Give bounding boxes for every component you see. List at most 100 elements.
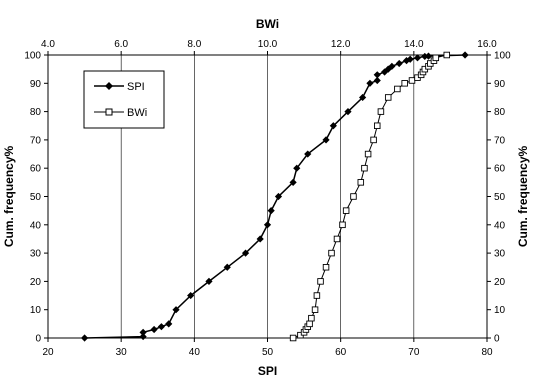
point-spi: [289, 178, 297, 186]
point-bwi: [394, 85, 401, 93]
x-tick-label: 20: [42, 347, 54, 358]
point-bwi: [317, 278, 324, 285]
point-spi: [205, 277, 213, 285]
point-spi: [150, 325, 158, 334]
x-tick-label: 30: [116, 347, 128, 358]
point-spi: [344, 108, 352, 116]
legend-spi-label: SPI: [127, 81, 145, 93]
y2-tick-label: 70: [494, 135, 506, 146]
y-tick-label: 30: [30, 249, 42, 260]
x2-tick-label: 8.0: [187, 39, 201, 50]
y-tick-label: 80: [30, 107, 42, 118]
point-bwi: [333, 235, 341, 243]
point-spi: [267, 207, 275, 215]
y2-tick-label: 10: [494, 305, 506, 316]
y2-tick-label: 0: [494, 334, 500, 345]
point-spi: [263, 221, 272, 229]
y2-tick-label: 80: [494, 107, 506, 118]
point-bwi: [289, 334, 297, 342]
y-tick-label: 10: [30, 305, 42, 316]
point-bwi: [350, 193, 357, 200]
point-bwi: [432, 54, 440, 62]
x2-tick-label: 4.0: [41, 39, 55, 50]
y2-tick-label: 60: [494, 164, 506, 175]
y-tick-label: 50: [30, 192, 42, 203]
point-bwi: [364, 150, 372, 158]
x2-tick-label: 16.0: [477, 39, 497, 50]
legend-spi-marker: [105, 82, 113, 90]
y2-tick-label: 50: [494, 192, 506, 203]
point-spi: [304, 150, 312, 158]
point-bwi: [377, 108, 385, 115]
point-bwi: [322, 264, 330, 271]
y2-tick-label: 20: [494, 277, 506, 288]
point-spi: [139, 332, 147, 341]
y-tick-label: 100: [24, 51, 41, 62]
point-spi: [322, 136, 330, 144]
point-spi: [293, 164, 301, 172]
point-bwi: [306, 320, 313, 328]
point-bwi: [384, 94, 392, 101]
point-spi: [274, 192, 283, 201]
point-spi: [223, 263, 231, 271]
point-bwi: [339, 221, 346, 229]
point-bwi: [401, 80, 408, 87]
y-tick-label: 40: [30, 220, 42, 231]
point-spi: [461, 51, 469, 59]
y-tick-label: 0: [35, 334, 41, 345]
y2-tick-label: 30: [494, 249, 506, 260]
gridlines: [120, 55, 415, 338]
point-spi: [187, 291, 195, 300]
point-bwi: [374, 122, 381, 129]
x-tick-label: 50: [262, 347, 274, 358]
point-bwi: [308, 314, 315, 322]
series-layer: [80, 51, 469, 342]
axis-ticks: 20 30 40 50 60 70 80 4.0 6.0 8.0 10.0 12.0 14.0 16.0 0…: [24, 39, 511, 358]
point-spi: [329, 122, 337, 130]
y2-tick-label: 40: [494, 220, 506, 231]
legend: SPI BWi: [83, 70, 165, 129]
x-axis-title: SPI: [258, 364, 277, 378]
point-spi: [241, 249, 250, 257]
x-tick-label: 40: [189, 347, 201, 358]
point-spi: [165, 320, 173, 328]
point-bwi: [370, 136, 377, 144]
point-bwi: [357, 179, 365, 186]
x2-tick-label: 12.0: [331, 39, 351, 50]
legend-bwi-marker: [105, 108, 113, 116]
point-spi: [388, 62, 396, 70]
x2-tick-label: 14.0: [404, 39, 424, 50]
y-tick-label: 70: [30, 135, 42, 146]
y-tick-label: 20: [30, 277, 42, 288]
y-tick-label: 90: [30, 79, 42, 90]
point-spi: [413, 54, 422, 62]
x2-axis-title: BWi: [256, 17, 279, 31]
point-spi: [366, 79, 374, 87]
y2-axis-title: Cum. frequency%: [516, 145, 530, 247]
point-spi: [139, 328, 147, 336]
point-spi: [395, 59, 403, 68]
point-spi: [359, 93, 367, 102]
point-bwi: [443, 51, 451, 59]
x2-tick-label: 10.0: [258, 39, 278, 50]
legend-bwi-label: BWi: [127, 107, 147, 119]
legend-box: [83, 70, 165, 129]
point-spi: [256, 235, 264, 243]
point-bwi: [311, 306, 319, 313]
point-spi: [421, 52, 429, 61]
point-spi: [80, 334, 89, 342]
x-tick-label: 60: [335, 347, 347, 358]
point-spi: [172, 306, 180, 314]
point-bwi: [328, 249, 335, 257]
x2-tick-label: 6.0: [114, 39, 128, 50]
y2-tick-label: 100: [494, 51, 511, 62]
point-bwi: [361, 164, 368, 172]
point-bwi: [408, 77, 416, 84]
point-bwi: [342, 207, 350, 214]
point-spi: [406, 55, 414, 63]
y-axis-title: Cum. frequency%: [2, 145, 16, 247]
point-spi: [373, 71, 381, 79]
x-tick-label: 80: [481, 347, 493, 358]
